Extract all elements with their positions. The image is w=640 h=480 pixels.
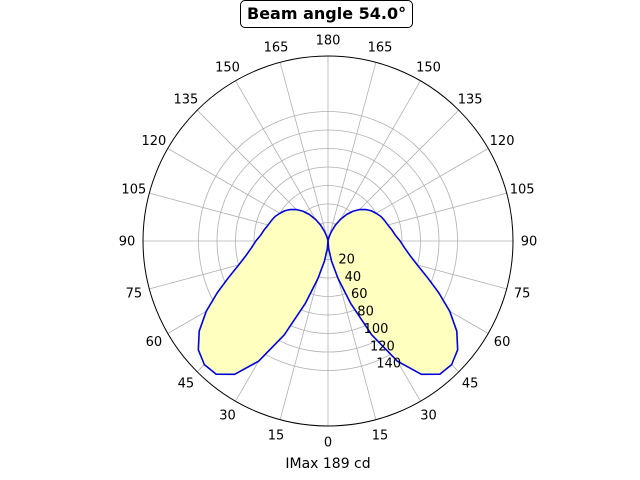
series-line-left (197, 208, 329, 376)
angle-tick-label: 0 (324, 436, 332, 451)
radial-tick-label: 60 (351, 287, 368, 302)
angle-tick-label: 105 (510, 182, 535, 197)
chart-title: Beam angle 54.0° (240, 0, 414, 28)
angle-tick-label: 165 (264, 40, 289, 55)
angle-tick-label: 120 (142, 134, 167, 149)
angle-tick-label: 30 (219, 409, 236, 424)
angle-tick-label: 105 (121, 182, 146, 197)
angle-tick-label: 135 (458, 92, 483, 107)
series-fill-left (198, 209, 328, 375)
angle-tick-label: 45 (178, 377, 195, 392)
angular-gridline (235, 80, 329, 242)
angle-tick-label: 180 (316, 34, 341, 49)
angle-tick-label: 150 (416, 60, 441, 75)
angle-tick-label: 45 (462, 377, 479, 392)
angular-gridline (327, 62, 377, 242)
polar-frame (142, 55, 514, 427)
angle-tick-label: 90 (119, 235, 136, 250)
radial-tick-label: 120 (370, 339, 395, 354)
angle-tick-label: 120 (490, 134, 515, 149)
angle-tick-label: 165 (368, 40, 393, 55)
angle-tick-label: 75 (126, 287, 143, 302)
radial-tick-label: 80 (357, 305, 374, 320)
series-fill-right (328, 209, 458, 375)
radial-tick-label: 140 (376, 357, 401, 372)
angular-gridline (279, 62, 329, 242)
angle-tick-label: 75 (514, 287, 531, 302)
angle-tick-label: 15 (268, 429, 285, 444)
x-axis-label: IMax 189 cd (285, 456, 371, 472)
angle-tick-label: 90 (521, 235, 538, 250)
angle-tick-label: 135 (173, 92, 198, 107)
angle-tick-label: 60 (494, 335, 511, 350)
angle-tick-label: 30 (420, 409, 437, 424)
radial-tick-label: 100 (364, 322, 389, 337)
angular-gridline (327, 80, 421, 242)
series-line-right (327, 208, 459, 376)
radial-tick-label: 40 (345, 270, 362, 285)
angle-tick-label: 150 (215, 60, 240, 75)
angle-tick-label: 15 (372, 429, 389, 444)
radial-tick-label: 20 (338, 252, 355, 267)
angle-tick-label: 60 (146, 335, 163, 350)
